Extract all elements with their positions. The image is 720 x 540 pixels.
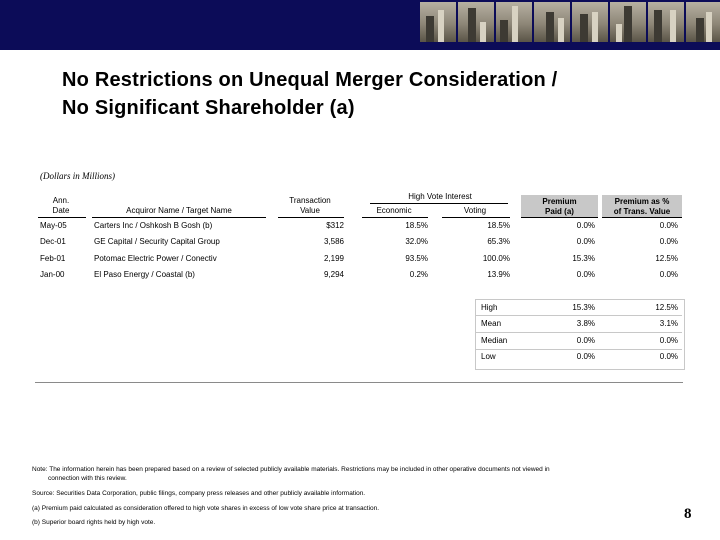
statue-of-liberty-image [610,2,646,42]
value-header-line-2: Value [300,206,320,215]
stat-label: High [481,303,498,312]
stats-row: High 15.3% 12.5% [476,303,682,317]
high-vote-interest-header: High Vote Interest [408,192,472,201]
stats-row: Median 0.0% 0.0% [476,336,682,350]
value-header-line-1: Transaction [289,196,331,205]
pct-header: Premium as % of Trans. Value [602,197,682,217]
tower-image [496,2,532,42]
voting-header: Voting [463,206,487,215]
stats-divider [476,349,682,350]
stat-pct: 0.0% [659,336,678,345]
row-premium: 0.0% [576,221,595,230]
stat-label: Mean [481,319,502,328]
units-subtitle: (Dollars in Millions) [40,171,116,181]
stat-pct: 3.1% [659,319,678,328]
row-date: May-05 [40,221,67,230]
row-premium: 0.0% [576,270,595,279]
row-names: Carters Inc / Oshkosh B Gosh (b) [94,221,213,230]
row-pct: 12.5% [655,254,678,263]
header-banner [0,0,720,50]
premium-header-bg [521,195,598,217]
row-economic: 0.2% [409,270,428,279]
names-header-rule [92,217,266,218]
pct-header-rule [602,217,682,218]
value-header: Transaction Value [278,196,342,216]
summary-stats-box [475,299,685,370]
pct-header-line-1: Premium as % [614,197,670,206]
skyscraper-image [534,2,570,42]
row-date: Feb-01 [40,254,66,263]
row-voting: 13.9% [487,270,510,279]
row-value: 3,586 [323,237,344,246]
row-value: $312 [326,221,344,230]
stat-premium: 3.8% [576,319,595,328]
bridge-image [648,2,684,42]
row-value: 2,199 [323,254,344,263]
table-row: Dec-01 GE Capital / Security Capital Gro… [0,237,720,253]
row-economic: 93.5% [405,254,428,263]
row-names: El Paso Energy / Coastal (b) [94,270,195,279]
row-names: Potomac Electric Power / Conectiv [94,254,217,263]
economic-header-rule [362,217,428,218]
footnote-a: (a) Premium paid calculated as considera… [32,505,380,512]
date-header-line-1: Ann. [52,196,70,205]
row-pct: 0.0% [659,270,678,279]
table-row: May-05 Carters Inc / Oshkosh B Gosh (b) … [0,221,720,237]
note-line-1: Note: The information herein has been pr… [32,466,550,473]
footnote-b: (b) Superior board rights held by high v… [32,519,156,526]
value-header-rule [278,217,344,218]
pct-header-line-2: of Trans. Value [613,207,671,216]
source-text: Source: Securities Data Corporation, pub… [32,490,366,497]
capitol-image [686,2,720,42]
row-date: Jan-00 [40,270,65,279]
group-header-rule [370,203,508,204]
premium-header-line-2: Paid (a) [545,207,574,216]
skyline-image [420,2,456,42]
stat-premium: 0.0% [576,352,595,361]
premium-header-rule [521,217,598,218]
page-number: 8 [684,506,692,522]
table-row: Jan-00 El Paso Energy / Coastal (b) 9,29… [0,270,720,286]
building-image [458,2,494,42]
voting-header-rule [442,217,510,218]
row-economic: 32.0% [405,237,428,246]
row-premium: 0.0% [576,237,595,246]
landmark-image [572,2,608,42]
stat-premium: 15.3% [572,303,595,312]
note-line-2: connection with this review. [48,475,127,482]
row-voting: 18.5% [487,221,510,230]
stat-pct: 12.5% [655,303,678,312]
row-premium: 15.3% [572,254,595,263]
page-title: No Restrictions on Unequal Merger Consid… [62,66,557,122]
date-header-line-2: Date [52,206,70,215]
title-line-2: No Significant Shareholder (a) [62,97,355,119]
row-voting: 100.0% [482,254,510,263]
stat-label: Median [481,336,508,345]
premium-header-line-1: Premium [542,197,577,206]
stats-divider [476,332,682,333]
names-header: Acquiror Name / Target Name [126,206,232,215]
row-pct: 0.0% [659,237,678,246]
table-row: Feb-01 Potomac Electric Power / Conectiv… [0,254,720,270]
stat-label: Low [481,352,496,361]
pct-header-bg [602,195,682,217]
stats-divider [476,315,682,316]
date-header-rule [38,217,86,218]
note-text: Note: The information herein has been pr… [32,465,682,483]
row-pct: 0.0% [659,221,678,230]
economic-header: Economic [376,206,412,215]
stat-pct: 0.0% [659,352,678,361]
stat-premium: 0.0% [576,336,595,345]
row-value: 9,294 [323,270,344,279]
stats-row: Mean 3.8% 3.1% [476,319,682,333]
row-names: GE Capital / Security Capital Group [94,237,220,246]
section-divider [35,382,683,383]
row-voting: 65.3% [487,237,510,246]
row-economic: 18.5% [405,221,428,230]
row-date: Dec-01 [40,237,66,246]
stats-row: Low 0.0% 0.0% [476,352,682,366]
premium-header: Premium Paid (a) [521,197,598,217]
title-line-1: No Restrictions on Unequal Merger Consid… [62,69,558,91]
date-header: Ann. Date [36,196,86,216]
